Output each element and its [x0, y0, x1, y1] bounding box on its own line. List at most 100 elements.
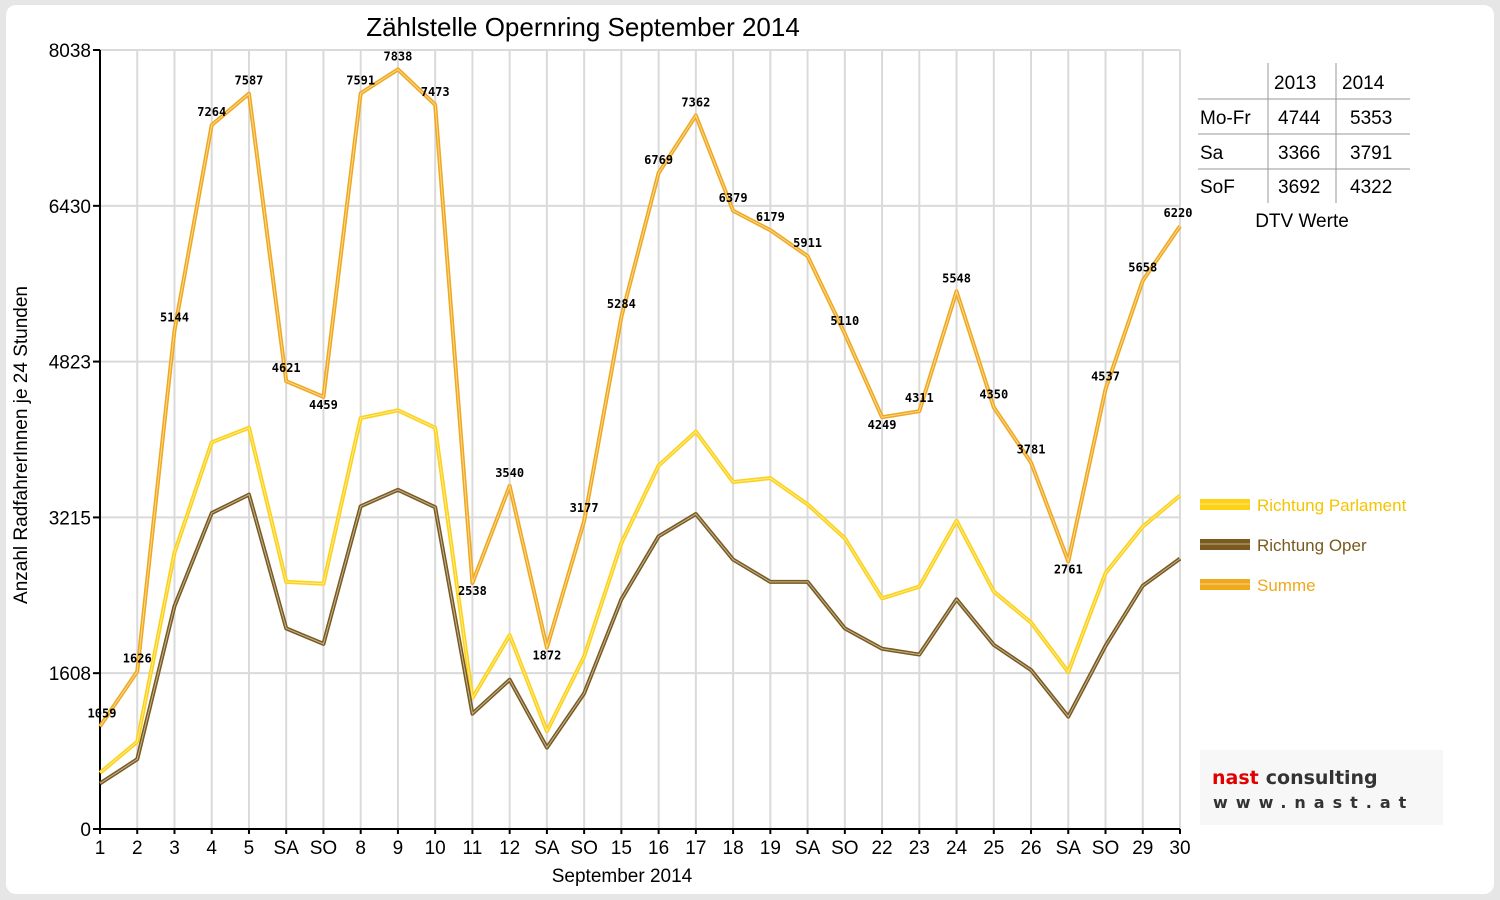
- x-tick-label: 17: [685, 838, 706, 859]
- dtv-cell: 5353: [1350, 108, 1392, 129]
- data-label: 3177: [570, 501, 599, 515]
- y-axis-label: Anzahl RadfahrerInnen je 24 Stunden: [11, 286, 32, 604]
- x-tick-label: 26: [1020, 838, 1041, 859]
- dtv-header-2013: 2013: [1274, 73, 1316, 94]
- series-line: [98, 67, 1182, 728]
- x-tick-label: 8: [355, 838, 366, 859]
- x-tick-label: 23: [909, 838, 930, 859]
- x-tick-label: 12: [499, 838, 520, 859]
- data-label: 4311: [905, 391, 934, 405]
- dtv-table: 2013 2014 Mo-Fr 4744 5353 Sa 3366 3791 S…: [1198, 63, 1410, 232]
- data-label: 4621: [272, 361, 301, 375]
- data-label: 2538: [458, 584, 487, 598]
- y-tick-label: 8038: [49, 41, 91, 62]
- data-label: 7362: [681, 96, 710, 110]
- logo-url: www.nast.at: [1213, 793, 1414, 812]
- data-label: 5548: [942, 271, 971, 285]
- x-tick-label: 2: [132, 838, 143, 859]
- data-label: 1059: [88, 706, 117, 720]
- dtv-cell: 4744: [1278, 108, 1321, 129]
- data-label: 7264: [197, 105, 226, 119]
- data-label: 5911: [793, 236, 822, 250]
- x-tick-label: SA: [795, 838, 821, 859]
- grid-lines: [99, 49, 1181, 830]
- data-label: 3781: [1017, 443, 1046, 457]
- data-label: 5658: [1128, 261, 1157, 275]
- data-label: 4249: [868, 418, 897, 432]
- legend-label: Summe: [1257, 576, 1316, 595]
- data-label: 4459: [309, 398, 338, 412]
- x-tick-label: 19: [760, 838, 781, 859]
- nast-consulting-logo: nast consulting www.nast.at: [1200, 750, 1443, 825]
- data-labels: 1059 1626 5144 7264 7587 4621 4459 7591 7838 7473…: [88, 49, 1193, 720]
- data-label: 7473: [421, 85, 450, 99]
- data-label: 6379: [719, 191, 748, 205]
- y-tick-label: 1608: [49, 664, 91, 685]
- x-tick-label: 11: [463, 838, 483, 859]
- x-axis-label: September 2014: [552, 866, 693, 887]
- chart-frame: 0 1608 3215 4823 6430 8038 1 2 3 4 5 SA SO 8 9 10 11 12 SA…: [6, 5, 1494, 894]
- x-tick-label: 30: [1169, 838, 1190, 859]
- x-tick-label: 29: [1132, 838, 1153, 859]
- y-tick-label: 4823: [49, 353, 91, 374]
- x-tick-label: 24: [946, 838, 968, 859]
- chart-title: Zählstelle Opernring September 2014: [366, 12, 800, 42]
- dtv-row-label: Mo-Fr: [1200, 108, 1251, 129]
- data-label: 4350: [979, 387, 1008, 401]
- data-label: 6179: [756, 210, 785, 224]
- data-label: 5284: [607, 297, 636, 311]
- data-label: 5110: [830, 314, 859, 328]
- dtv-row-label: SoF: [1200, 177, 1235, 198]
- x-tick-label: SA: [534, 838, 560, 859]
- series-line: [98, 408, 1182, 775]
- x-tick-label: 4: [206, 838, 217, 859]
- x-tick-label: 16: [648, 838, 669, 859]
- data-label: 7591: [346, 73, 375, 87]
- y-tick-label: 3215: [49, 508, 91, 529]
- data-label: 6220: [1164, 206, 1193, 220]
- dtv-header-2014: 2014: [1342, 73, 1385, 94]
- x-tick-label: 15: [611, 838, 632, 859]
- data-label: 4537: [1091, 369, 1120, 383]
- x-tick-label: 25: [983, 838, 1004, 859]
- x-tick-label: SO: [831, 838, 858, 859]
- x-tick-label: SO: [1092, 838, 1119, 859]
- x-tick-label: 18: [723, 838, 744, 859]
- x-tick-label: SO: [310, 838, 337, 859]
- x-tick-label: 3: [169, 838, 180, 859]
- dtv-caption: DTV Werte: [1255, 211, 1349, 232]
- legend: Richtung Parlament Richtung Oper Summe: [1200, 496, 1407, 595]
- logo-text: nast consulting: [1212, 767, 1378, 789]
- data-label: 2761: [1054, 562, 1083, 576]
- series-line-highlight: [99, 489, 1181, 784]
- data-label: 6769: [644, 153, 673, 167]
- legend-label: Richtung Oper: [1257, 536, 1367, 555]
- x-tick-label: SA: [1056, 838, 1082, 859]
- x-tick-label: SO: [570, 838, 597, 859]
- series-lines: [98, 67, 1182, 786]
- series-line-highlight: [99, 68, 1181, 727]
- y-tick-label: 0: [80, 820, 91, 841]
- dtv-row-label: Sa: [1200, 143, 1224, 164]
- dtv-cell: 3366: [1278, 143, 1320, 164]
- data-label: 1872: [532, 649, 561, 663]
- dtv-cell: 3692: [1278, 177, 1320, 198]
- dtv-cell: 3791: [1350, 143, 1392, 164]
- series-line: [98, 487, 1182, 786]
- x-tick-label: SA: [274, 838, 300, 859]
- x-tick-label: 10: [425, 838, 446, 859]
- legend-label: Richtung Parlament: [1257, 496, 1407, 515]
- x-tick-label: 22: [871, 838, 892, 859]
- series-line-highlight: [99, 409, 1181, 774]
- x-tick-label: 9: [393, 838, 404, 859]
- data-label: 5144: [160, 310, 189, 324]
- data-label: 1626: [123, 651, 152, 665]
- data-label: 3540: [495, 466, 524, 480]
- x-tick-label: 1: [95, 838, 106, 859]
- x-tick-label: 5: [244, 838, 255, 859]
- data-label: 7838: [383, 49, 412, 63]
- dtv-cell: 4322: [1350, 177, 1392, 198]
- y-tick-label: 6430: [49, 197, 91, 218]
